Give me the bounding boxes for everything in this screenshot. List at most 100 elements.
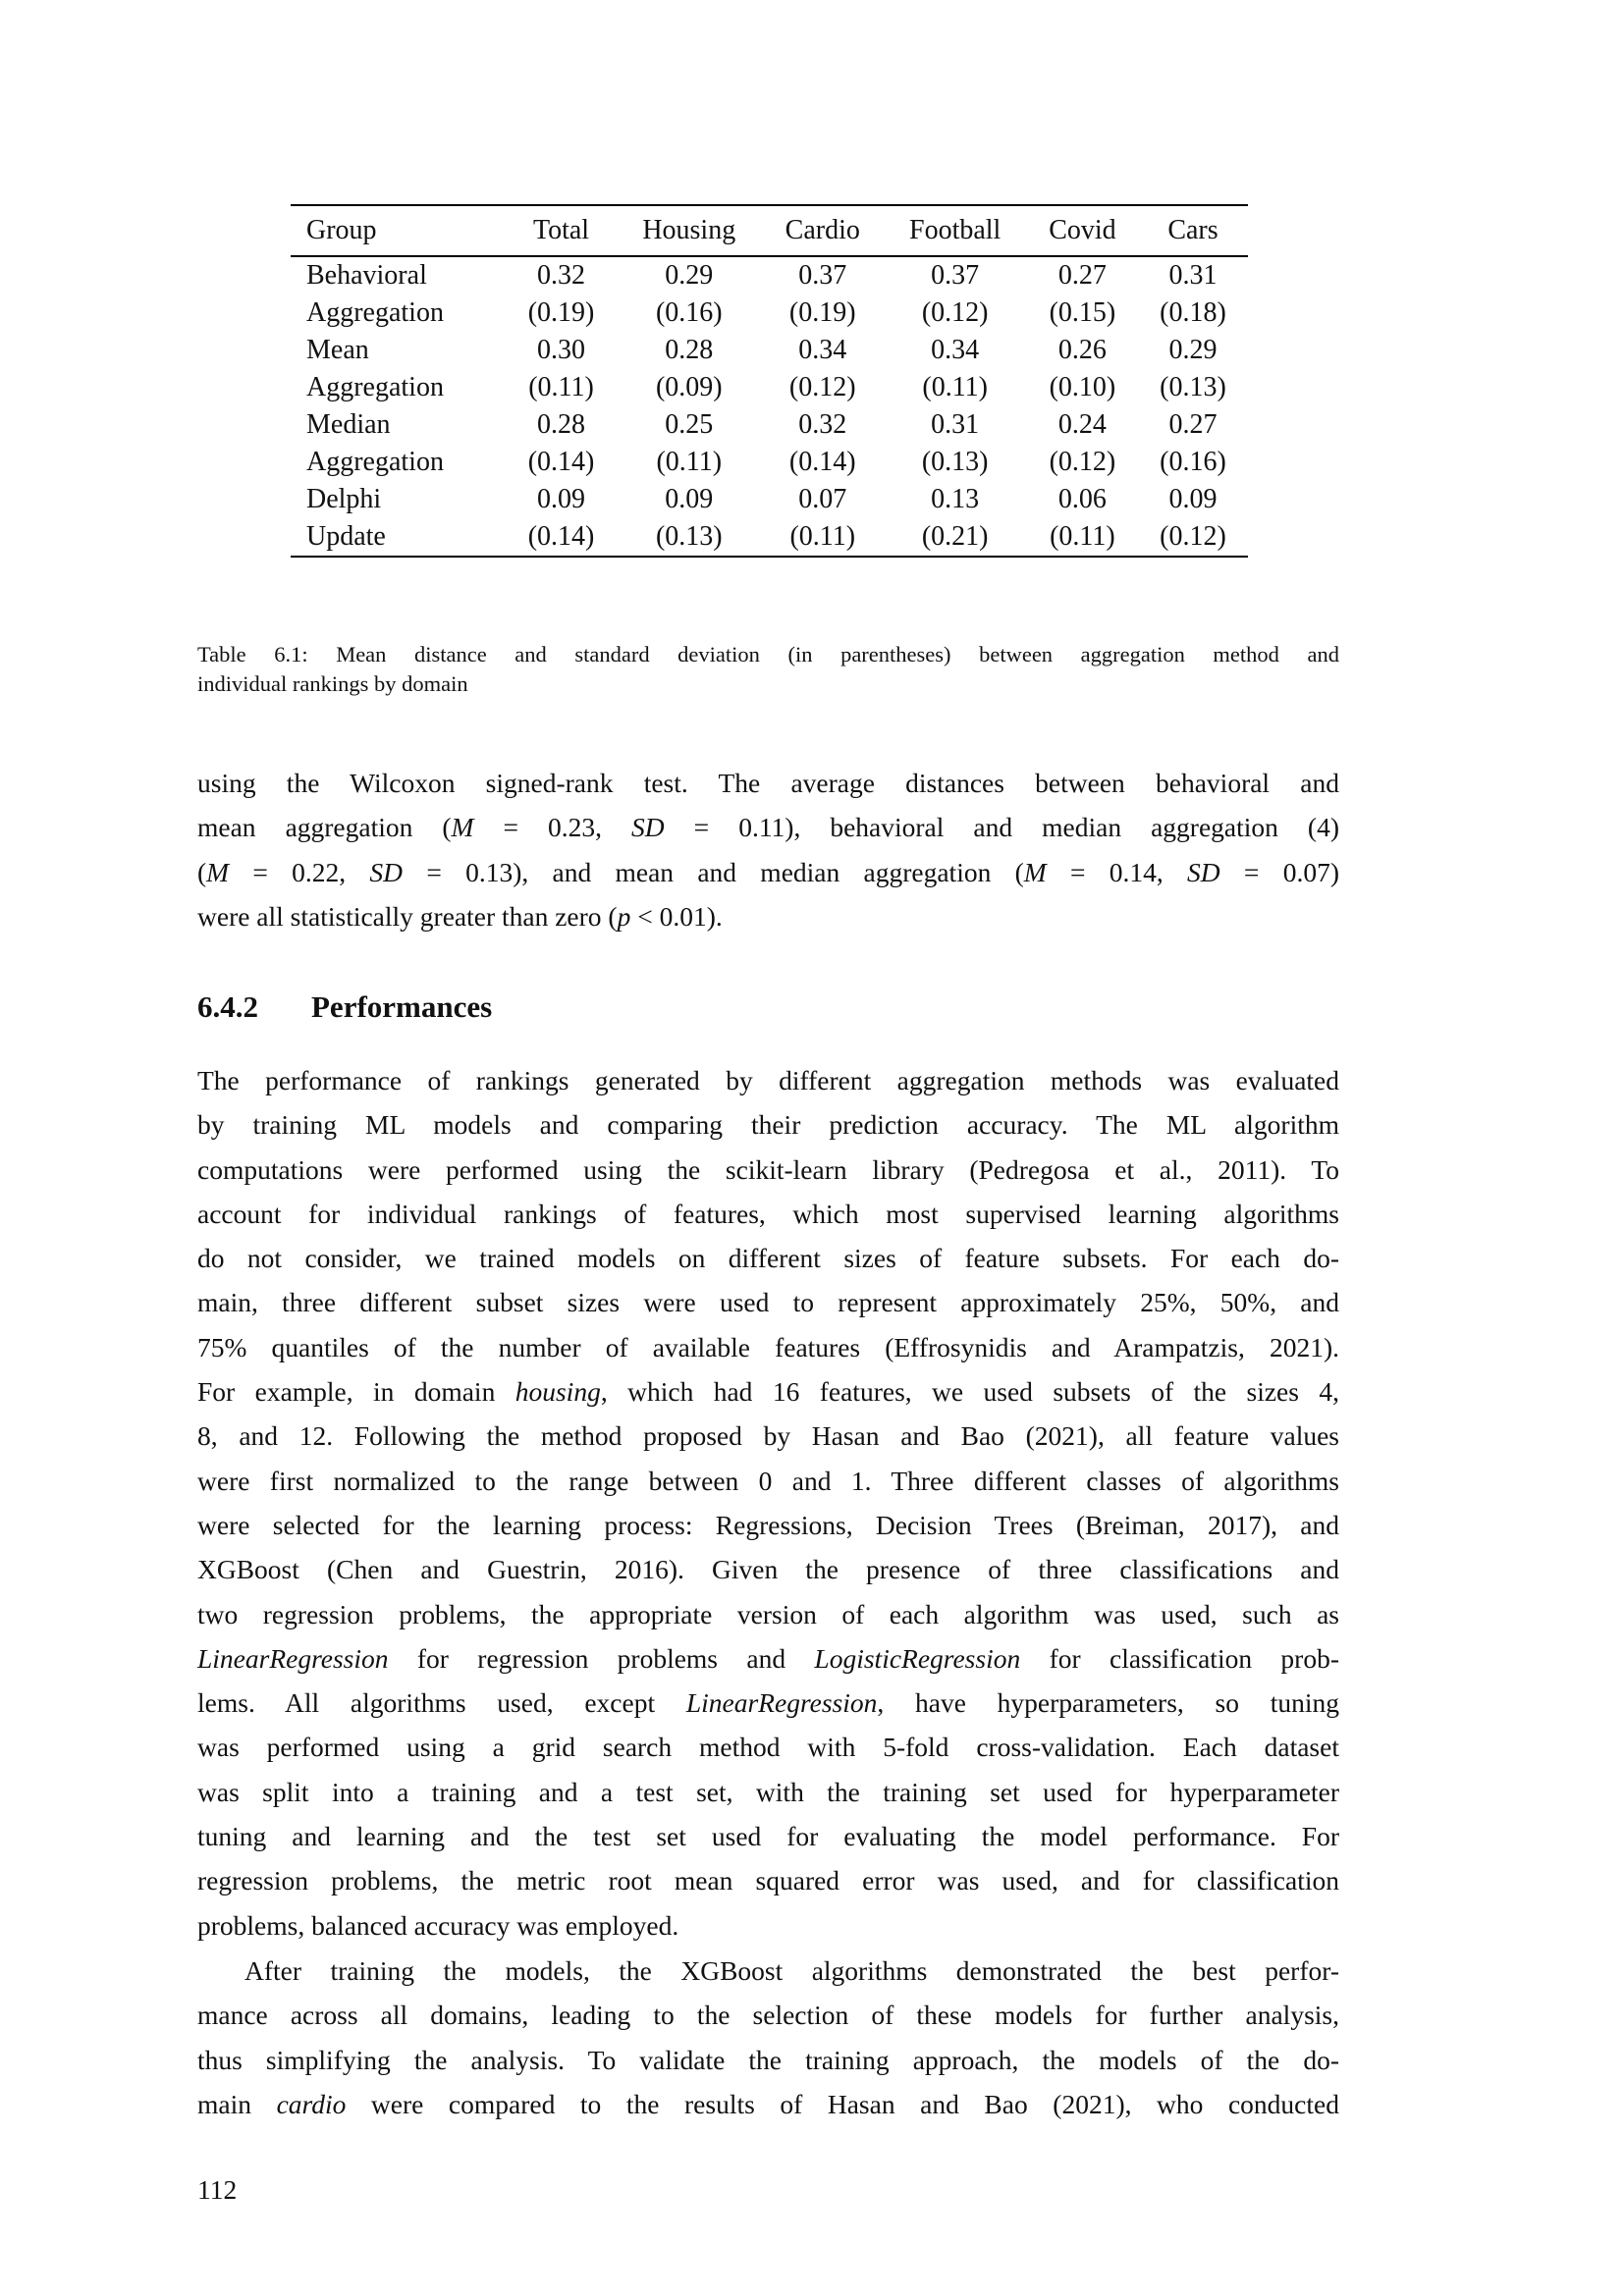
text-segment: = 0.22, <box>229 856 370 887</box>
text-segment: were all statistically greater than zero… <box>197 900 618 932</box>
column-header: Cardio <box>785 215 860 245</box>
column-header: Housing <box>642 215 736 245</box>
sd-cell: (0.19) <box>527 297 595 328</box>
table-row-mean: Median 0.28 0.25 0.32 0.31 0.24 0.27 <box>291 406 1248 444</box>
text-line: The performance of rankings generated by… <box>197 1058 1339 1102</box>
text-segment: = 0.14, <box>1046 856 1188 887</box>
page-number: 112 <box>197 2174 238 2205</box>
group-label: Behavioral <box>306 260 427 291</box>
group-label: Mean <box>306 335 369 365</box>
mean-cell: 0.37 <box>931 260 980 291</box>
text-segment: 8, and 12. Following the method proposed… <box>197 1420 1339 1452</box>
sd-cell: (0.12) <box>788 372 856 402</box>
text-segment: , which had 16 features, we used subsets… <box>600 1376 1339 1408</box>
sd-cell: (0.14) <box>527 521 595 552</box>
text-line: mean aggregation (M = 0.23, SD = 0.11), … <box>197 805 1339 849</box>
paragraph-main: The performance of rankings generated by… <box>197 1058 1339 1948</box>
text-line: lems. All algorithms used, except Linear… <box>197 1681 1339 1725</box>
italic-text: M <box>451 812 474 843</box>
italic-text: SD <box>1187 856 1220 887</box>
sd-cell: (0.11) <box>1050 521 1115 552</box>
text-segment: was split into a training and a test set… <box>197 1776 1339 1807</box>
table-row-mean: Delphi 0.09 0.09 0.07 0.13 0.06 0.09 <box>291 481 1248 518</box>
table-row-sd: Aggregation (0.11) (0.09) (0.12) (0.11) (0.10… <box>291 369 1248 406</box>
text-segment: for regression problems and <box>388 1642 815 1674</box>
text-segment: do not consider, we trained models on di… <box>197 1243 1339 1274</box>
text-line: problems, balanced accuracy was employed… <box>197 1903 1339 1948</box>
italic-text: cardio <box>276 2088 347 2119</box>
text-segment: For example, in domain <box>197 1376 515 1408</box>
text-segment: mean aggregation ( <box>197 812 452 843</box>
italic-text: SD <box>369 856 404 887</box>
italic-text: M <box>206 856 230 887</box>
text-line: was performed using a grid search method… <box>197 1725 1339 1769</box>
text-segment: = 0.07) <box>1219 856 1339 887</box>
text-line: After training the models, the XGBoost a… <box>197 1949 1339 1993</box>
mean-cell: 0.29 <box>665 260 714 291</box>
column-header: Total <box>532 215 590 245</box>
text-segment: were selected for the learning process: … <box>197 1509 1339 1540</box>
sd-cell: (0.16) <box>655 297 723 328</box>
text-segment: Table 6.1: Mean distance and standard de… <box>197 642 1339 667</box>
mean-cell: 0.27 <box>1057 260 1107 291</box>
mean-cell: 0.28 <box>537 409 586 440</box>
table-row-sd: Aggregation (0.14) (0.11) (0.14) (0.13) (0.12… <box>291 444 1248 481</box>
sd-cell: (0.13) <box>921 447 989 477</box>
text-segment: < 0.01). <box>630 900 723 932</box>
group-label: Median <box>306 409 391 440</box>
italic-text: LinearRegression <box>685 1687 878 1719</box>
sd-cell: (0.14) <box>527 447 595 477</box>
sd-cell: (0.21) <box>921 521 989 552</box>
sd-cell: (0.10) <box>1049 372 1116 402</box>
italic-text: housing <box>514 1376 601 1408</box>
text-segment: lems. All algorithms used, except <box>197 1687 686 1719</box>
mean-cell: 0.27 <box>1168 409 1218 440</box>
table-row-sd: Update (0.14) (0.13) (0.11) (0.21) (0.11) (0.1… <box>291 518 1248 557</box>
text-segment: = 0.13), and mean and median aggregation… <box>403 856 1024 887</box>
text-line: computations were performed using the sc… <box>197 1148 1339 1192</box>
text-segment: thus simplifying the analysis. To valida… <box>197 2044 1339 2075</box>
text-line: do not consider, we trained models on di… <box>197 1236 1339 1280</box>
text-segment: mance across all domains, leading to the… <box>197 2000 1339 2031</box>
column-header: Cars <box>1167 215 1218 245</box>
sd-cell: (0.15) <box>1049 297 1116 328</box>
group-label: Delphi <box>306 484 382 514</box>
text-line: 75% quantiles of the number of available… <box>197 1325 1339 1369</box>
column-header: Group <box>306 215 377 245</box>
text-segment: The performance of rankings generated by… <box>197 1065 1339 1095</box>
mean-cell: 0.07 <box>798 484 847 514</box>
text-line: tuning and learning and the test set use… <box>197 1814 1339 1858</box>
italic-text: M <box>1023 856 1047 887</box>
sd-cell: (0.14) <box>788 447 856 477</box>
mean-cell: 0.31 <box>931 409 980 440</box>
mean-cell: 0.32 <box>798 409 847 440</box>
italic-text: LinearRegression <box>197 1642 389 1674</box>
group-label: Aggregation <box>306 372 444 402</box>
mean-cell: 0.32 <box>537 260 586 291</box>
mean-cell: 0.30 <box>537 335 586 365</box>
text-segment: using the Wilcoxon signed-rank test. The… <box>197 768 1339 798</box>
sd-cell: (0.18) <box>1160 297 1226 328</box>
text-segment: were first normalized to the range betwe… <box>197 1465 1339 1496</box>
text-segment: = 0.11), behavioral and median aggregati… <box>664 812 1339 843</box>
mean-cell: 0.06 <box>1057 484 1107 514</box>
section-number: 6.4.2 <box>197 989 258 1024</box>
text-line: using the Wilcoxon signed-rank test. The… <box>197 761 1339 805</box>
text-line: were all statistically greater than zero… <box>197 894 1339 938</box>
paragraph-next: After training the models, the XGBoost a… <box>197 1949 1339 2126</box>
group-label: Update <box>306 521 386 552</box>
column-header: Covid <box>1049 215 1116 245</box>
text-line: by training ML models and comparing thei… <box>197 1102 1339 1147</box>
mean-cell: 0.31 <box>1168 260 1218 291</box>
sd-cell: (0.13) <box>655 521 723 552</box>
text-line: was split into a training and a test set… <box>197 1770 1339 1814</box>
column-header: Football <box>909 215 1001 245</box>
table-row-mean: Behavioral 0.32 0.29 0.37 0.37 0.27 0.31 <box>291 256 1248 294</box>
italic-text: LogisticRegression <box>814 1642 1021 1674</box>
mean-cell: 0.34 <box>798 335 847 365</box>
results-table: Group Total Housing Cardio Football Covi… <box>291 204 1248 558</box>
text-segment: ( <box>197 856 207 887</box>
mean-cell: 0.37 <box>798 260 847 291</box>
text-segment: main, three different subset sizes were … <box>197 1287 1339 1318</box>
text-line: account for individual rankings of featu… <box>197 1192 1339 1236</box>
